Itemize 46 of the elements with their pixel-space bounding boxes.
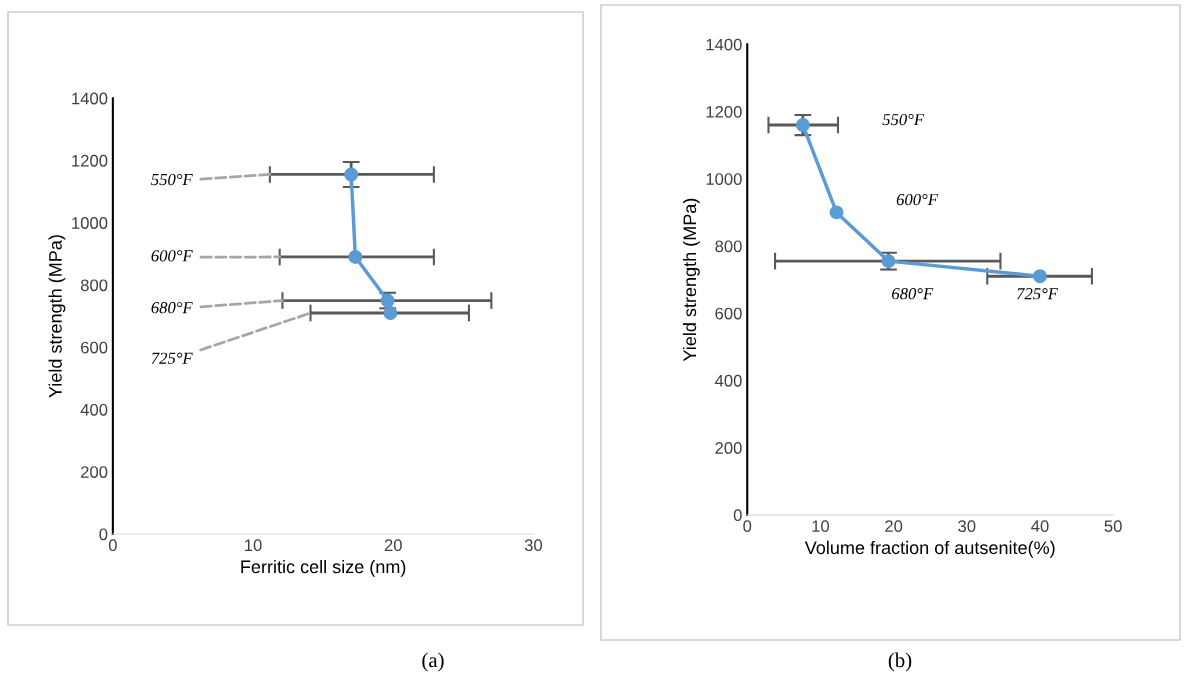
y-tick-label: 1400 [706,38,742,51]
x-tick-label: 40 [1031,520,1049,533]
x-tick-label: 10 [812,520,830,533]
text: (a) [422,652,444,672]
x-tick-label: 30 [958,520,976,533]
point [348,250,363,264]
y-tick-label: 800 [80,279,108,292]
point [795,118,810,132]
text: (b) [888,652,912,672]
y-tick-label: 0 [733,509,742,522]
point [383,306,398,320]
y-tick-label: 0 [99,528,108,541]
annotation: 680°F [892,288,934,300]
annotation: 680°F [151,302,193,314]
y-tick-label: 400 [80,403,108,416]
annotation: 600°F [151,250,193,262]
y-axis-title: Yield strength (MPa) [682,198,700,362]
x-tick-label: 20 [885,520,903,533]
y-tick-label: 1200 [72,154,108,167]
y-tick-label: 600 [81,341,108,354]
x-tick-label: 20 [384,539,402,552]
point [1033,269,1047,284]
y-tick-label: 200 [715,442,742,454]
y-tick-label: 1200 [706,105,742,118]
annotation: 725°F [151,352,193,364]
x-axis-title: Ferritic cell size (nm) [241,559,406,577]
y-tick-label: 200 [81,466,108,478]
y-tick-label: 800 [715,240,742,253]
x-tick-label: 30 [524,539,543,552]
x-axis-title: Volume fraction of autsenite(%) [804,540,1055,558]
y-tick-label: 1400 [72,92,108,105]
point [344,167,359,182]
y-tick-label: 1000 [706,173,742,185]
y-tick-label: 600 [715,307,742,320]
x-tick-label: 10 [245,539,262,552]
x-tick-label: 50 [1104,520,1122,533]
annotation: 550°F [882,113,925,126]
annotation: 600°F [896,193,939,206]
y-tick-label: 1000 [72,217,108,229]
x-tick-label: 0 [108,539,117,552]
annotation: 550°F [151,173,193,186]
annotation: 725°F [1017,288,1059,300]
x-tick-label: 0 [743,520,752,533]
y-axis-title: Yield strength (MPa) [48,235,66,398]
point [829,205,844,220]
y-tick-label: 400 [714,374,742,387]
